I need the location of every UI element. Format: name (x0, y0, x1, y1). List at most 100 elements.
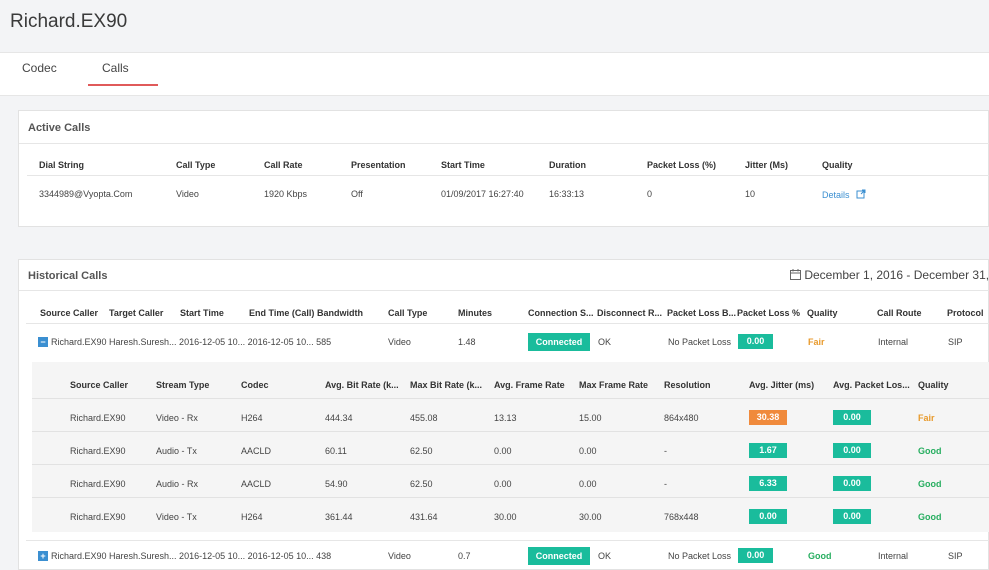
hrow1-packet-loss-b: No Packet Loss (668, 337, 732, 347)
stream-row-resolution: 768x448 (664, 512, 699, 522)
hrow2-connected-badge: Connected (528, 547, 590, 565)
hrow2-packet-loss-pct: 0.00 (738, 548, 773, 563)
stream-row-max-fr: 15.00 (579, 413, 602, 423)
stream-row-jitter-badge: 6.33 (749, 476, 787, 491)
active-calls-panel: Active Calls Dial String Call Type Call … (18, 110, 989, 227)
col-presentation: Presentation (351, 160, 406, 170)
hrow2-quality: Good (808, 551, 832, 561)
page-title: Richard.EX90 (10, 11, 128, 32)
stream-row-loss-badge: 0.00 (833, 443, 871, 458)
stream-row-loss-badge: 0.00 (833, 410, 871, 425)
tab-bar: Codec Calls (0, 52, 989, 96)
active-presentation: Off (351, 189, 363, 199)
col-packet-loss: Packet Loss (%) (647, 160, 717, 170)
hcol-bandwidth: Bandwidth (317, 308, 363, 318)
col-quality: Quality (822, 160, 853, 170)
hrow2-call-type: Video (388, 551, 411, 561)
hrow1-packet-loss-pct: 0.00 (738, 334, 773, 349)
hcol-minutes: Minutes (458, 308, 493, 318)
stream-row-type: Audio - Rx (156, 479, 199, 489)
stream-details-table (32, 362, 989, 532)
stream-row-avg-fr: 13.13 (494, 413, 517, 423)
stream-row-avg-fr: 0.00 (494, 446, 512, 456)
stream-row-codec: AACLD (241, 446, 272, 456)
hrow1-minutes: 1.48 (458, 337, 476, 347)
stream-row-max-fr: 0.00 (579, 446, 597, 456)
hcol-end-time: End Time (Call) (249, 308, 315, 318)
stream-row-avg-bit: 60.11 (325, 446, 347, 456)
tab-calls[interactable]: Calls (102, 61, 129, 75)
scol-avg-frame-rate: Avg. Frame Rate (494, 380, 565, 390)
hrow2-summary: Richard.EX90 Haresh.Suresh... 2016-12-05… (51, 551, 332, 561)
hrow1-summary: Richard.EX90 Haresh.Suresh... 2016-12-05… (51, 337, 332, 347)
scol-avg-bit-rate: Avg. Bit Rate (k... (325, 380, 399, 390)
hrow1-quality: Fair (808, 337, 825, 347)
stream-row-max-bit: 431.64 (410, 512, 438, 522)
scol-stream-type: Stream Type (156, 380, 210, 390)
stream-row-max-bit: 62.50 (410, 446, 433, 456)
stream-row-quality: Fair (918, 413, 935, 423)
hrow2-disconnect: OK (598, 551, 612, 561)
stream-row-quality: Good (918, 446, 942, 456)
calendar-icon (790, 269, 801, 280)
stream-row-source: Richard.EX90 (70, 479, 126, 489)
stream-row-avg-bit: 444.34 (325, 413, 353, 423)
stream-row-max-fr: 0.00 (579, 479, 597, 489)
stream-row-quality: Good (918, 479, 942, 489)
col-jitter: Jitter (Ms) (745, 160, 789, 170)
stream-row-type: Video - Rx (156, 413, 198, 423)
date-range-text: December 1, 2016 - December 31, 2 (804, 268, 989, 282)
active-jitter: 10 (745, 189, 756, 199)
col-start-time: Start Time (441, 160, 485, 170)
external-link-icon[interactable] (856, 189, 866, 199)
details-link[interactable]: Details (822, 189, 866, 200)
scol-source-caller: Source Caller (70, 380, 129, 390)
details-link-label[interactable]: Details (822, 190, 850, 200)
col-dial-string: Dial String (39, 160, 85, 170)
hcol-packet-loss-pct: Packet Loss % (737, 308, 801, 318)
hcol-protocol: Protocol (947, 308, 984, 318)
hrow1-connected-badge: Connected (528, 333, 590, 351)
stream-row-source: Richard.EX90 (70, 446, 126, 456)
stream-row-max-bit: 62.50 (410, 479, 433, 489)
stream-row-max-fr: 30.00 (579, 512, 602, 522)
stream-row-resolution: - (664, 479, 667, 489)
scol-avg-packet-loss: Avg. Packet Los... (833, 380, 910, 390)
col-call-type: Call Type (176, 160, 216, 170)
date-range-picker[interactable]: December 1, 2016 - December 31, 2 (790, 268, 989, 282)
active-duration: 16:33:13 (549, 189, 585, 199)
hrow1-protocol: SIP (948, 337, 963, 347)
tab-codec[interactable]: Codec (22, 61, 57, 75)
stream-row-resolution: 864x480 (664, 413, 699, 423)
scol-resolution: Resolution (664, 380, 711, 390)
stream-row-source: Richard.EX90 (70, 512, 126, 522)
active-call-rate: 1920 Kbps (264, 189, 308, 199)
active-dial-string: 3344989@Vyopta.Com (39, 189, 133, 199)
hcol-call-type: Call Type (388, 308, 428, 318)
col-call-rate: Call Rate (264, 160, 303, 170)
scol-codec: Codec (241, 380, 269, 390)
stream-row-type: Audio - Tx (156, 446, 197, 456)
hcol-target-caller: Target Caller (109, 308, 164, 318)
stream-row-jitter-badge: 1.67 (749, 443, 787, 458)
hrow2-protocol: SIP (948, 551, 963, 561)
active-call-type: Video (176, 189, 199, 199)
collapse-row-button[interactable]: − (38, 337, 48, 347)
expand-row-button[interactable]: + (38, 551, 48, 561)
scol-max-frame-rate: Max Frame Rate (579, 380, 649, 390)
stream-row-codec: AACLD (241, 479, 272, 489)
stream-row-codec: H264 (241, 413, 263, 423)
stream-row-max-bit: 455.08 (410, 413, 438, 423)
hcol-disconnect: Disconnect R... (597, 308, 663, 318)
active-calls-title: Active Calls (28, 122, 91, 134)
hcol-connection: Connection S... (528, 308, 594, 318)
historical-calls-title: Historical Calls (28, 270, 108, 282)
hrow2-packet-loss-b: No Packet Loss (668, 551, 732, 561)
hrow1-disconnect: OK (598, 337, 612, 347)
hcol-start-time: Start Time (180, 308, 224, 318)
stream-row-quality: Good (918, 512, 942, 522)
active-packet-loss: 0 (647, 189, 653, 199)
scol-avg-jitter: Avg. Jitter (ms) (749, 380, 815, 390)
stream-row-loss-badge: 0.00 (833, 476, 871, 491)
stream-row-jitter-badge: 0.00 (749, 509, 787, 524)
